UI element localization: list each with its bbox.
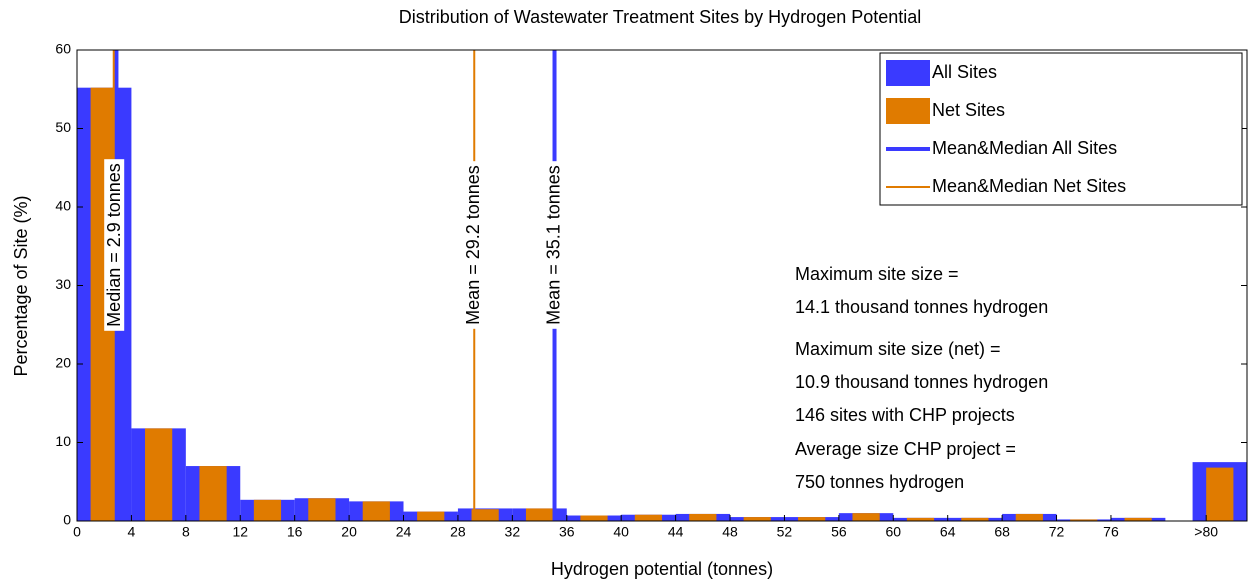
bar bbox=[1070, 519, 1098, 521]
note: Maximum site size (net) = bbox=[795, 339, 1001, 359]
line-label-text: Mean = 35.1 tonnes bbox=[543, 165, 563, 325]
line-label-bg bbox=[463, 161, 484, 329]
x-tick-label: 72 bbox=[1049, 524, 1065, 540]
x-tick-label: 4 bbox=[128, 524, 136, 540]
x-tick-label: 52 bbox=[777, 524, 793, 540]
x-tick-label: 56 bbox=[831, 524, 847, 540]
bar bbox=[362, 501, 390, 521]
bar bbox=[689, 513, 717, 521]
x-tick-label: 20 bbox=[341, 524, 357, 540]
legend-label: Net Sites bbox=[932, 100, 1005, 120]
bar bbox=[417, 511, 445, 521]
line-label-bg bbox=[104, 159, 125, 331]
bar bbox=[145, 428, 173, 521]
bar bbox=[253, 499, 282, 521]
x-axis-label: Hydrogen potential (tonnes) bbox=[551, 559, 773, 579]
note: Average size CHP project = bbox=[795, 439, 1016, 459]
line-label: Median = 2.9 tonnes bbox=[104, 159, 125, 331]
chart-title: Distribution of Wastewater Treatment Sit… bbox=[399, 7, 922, 27]
line-label-text: Median = 2.9 tonnes bbox=[104, 163, 124, 327]
note: 14.1 thousand tonnes hydrogen bbox=[795, 297, 1048, 317]
bar bbox=[308, 498, 336, 521]
legend-swatch bbox=[886, 60, 930, 86]
x-tick-label: 28 bbox=[450, 524, 466, 540]
note: 10.9 thousand tonnes hydrogen bbox=[795, 372, 1048, 392]
note: Maximum site size = bbox=[795, 264, 959, 284]
y-tick-label: 60 bbox=[55, 41, 71, 57]
bar bbox=[471, 509, 499, 521]
x-tick-label: 16 bbox=[287, 524, 303, 540]
line-label: Mean = 29.2 tonnes bbox=[463, 161, 484, 329]
bar bbox=[906, 517, 935, 521]
legend-label: Mean&Median All Sites bbox=[932, 138, 1117, 158]
bar bbox=[580, 515, 608, 521]
legend-label: Mean&Median Net Sites bbox=[932, 176, 1126, 196]
legend-box bbox=[879, 52, 1243, 206]
x-tick-label: 64 bbox=[940, 524, 956, 540]
y-axis-label: Percentage of Site (%) bbox=[11, 195, 31, 376]
bar bbox=[961, 517, 989, 521]
x-tick-label: 48 bbox=[722, 524, 738, 540]
x-tick-label: 40 bbox=[613, 524, 629, 540]
x-tick-label: 12 bbox=[232, 524, 248, 540]
bar bbox=[634, 514, 662, 521]
x-tick-label: 8 bbox=[182, 524, 190, 540]
y-tick-label: 30 bbox=[55, 276, 71, 292]
x-tick-label: >80 bbox=[1194, 524, 1218, 540]
bar bbox=[1206, 467, 1234, 521]
line-label: Mean = 35.1 tonnes bbox=[543, 161, 564, 329]
x-tick-label: 36 bbox=[559, 524, 575, 540]
bar bbox=[1015, 513, 1043, 521]
legend-label: All Sites bbox=[932, 62, 997, 82]
y-tick-label: 0 bbox=[63, 512, 71, 528]
bar bbox=[852, 513, 880, 521]
bar bbox=[798, 517, 826, 521]
bar bbox=[525, 508, 554, 521]
x-tick-label: 60 bbox=[885, 524, 901, 540]
y-tick-label: 40 bbox=[55, 198, 71, 214]
bar bbox=[1124, 517, 1152, 521]
note: 146 sites with CHP projects bbox=[795, 405, 1015, 425]
y-tick-label: 10 bbox=[55, 433, 71, 449]
x-tick-label: 44 bbox=[668, 524, 684, 540]
x-tick-label: 32 bbox=[505, 524, 521, 540]
x-tick-label: 68 bbox=[994, 524, 1010, 540]
line-label-bg bbox=[543, 161, 564, 329]
bar bbox=[199, 466, 227, 521]
legend-swatch bbox=[886, 98, 930, 124]
bar bbox=[743, 517, 771, 521]
y-tick-label: 20 bbox=[55, 355, 71, 371]
x-tick-label: 0 bbox=[73, 524, 81, 540]
line-label-text: Mean = 29.2 tonnes bbox=[463, 165, 483, 325]
x-tick-label: 76 bbox=[1103, 524, 1119, 540]
x-tick-label: 24 bbox=[396, 524, 412, 540]
y-tick-label: 50 bbox=[55, 119, 71, 135]
note: 750 tonnes hydrogen bbox=[795, 472, 964, 492]
